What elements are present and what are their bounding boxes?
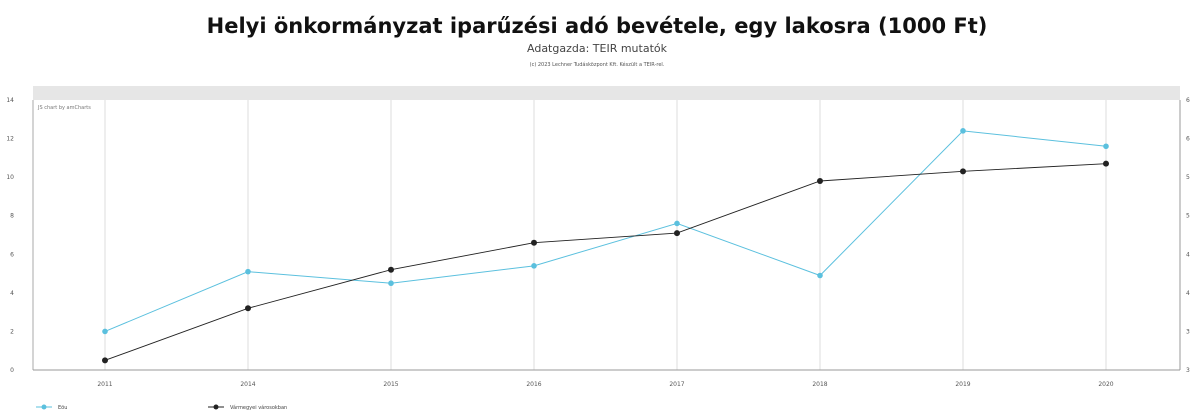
y2-tick-label: 5 [1186, 174, 1190, 181]
x-tick-label: 2017 [669, 381, 684, 388]
y2-tick-label: 6 [1186, 97, 1190, 104]
y-tick-label: 10 [6, 174, 14, 181]
data-point [388, 266, 394, 273]
y-tick-label: 2 [10, 328, 14, 335]
data-point [531, 263, 537, 269]
x-tick-label: 2015 [383, 381, 398, 388]
legend-marker [213, 404, 219, 410]
chart-watermark: JS chart by amCharts [37, 105, 91, 111]
series-1 [102, 128, 1109, 335]
series-2 [102, 160, 1109, 364]
legend-label: Eöu [58, 405, 67, 411]
y-tick-label: 4 [10, 290, 14, 297]
y-tick-label: 14 [6, 97, 14, 104]
data-point [817, 178, 823, 184]
legend-marker [41, 404, 47, 410]
y-tick-labels: 0 2 4 6 8 10 12 14 [6, 97, 14, 374]
data-point [1103, 143, 1109, 150]
data-point [245, 268, 251, 275]
x-tick-label: 2011 [97, 381, 112, 388]
x-tick-label: 2019 [955, 381, 970, 388]
series [102, 128, 1109, 364]
x-tick-label: 2014 [240, 381, 255, 388]
x-tick-label: 2020 [1098, 381, 1113, 388]
data-point [1103, 160, 1109, 167]
y2-tick-label: 3 [1186, 367, 1190, 374]
y2-tick-label: 5 [1186, 213, 1190, 220]
y2-tick-label: 3 [1186, 328, 1190, 335]
chart-subtitle: Adatgazda: TEIR mutatók [527, 42, 667, 55]
chart-header-band [33, 86, 1180, 100]
y-tick-label: 12 [6, 136, 14, 143]
data-point [674, 220, 680, 227]
y-tick-label: 0 [10, 367, 14, 374]
chart-title: Helyi önkormányzat iparűzési adó bevétel… [206, 14, 988, 38]
grid [104, 100, 1107, 370]
chart-credit: (c) 2023 Lechner Tudásközpont Kft. Készü… [529, 62, 665, 68]
data-point [102, 357, 108, 364]
legend-item[interactable]: Vármegyei városokban [208, 404, 287, 411]
data-point [388, 280, 394, 287]
y2-tick-labels: 3 3 4 4 5 5 6 6 [1186, 97, 1190, 374]
legend-label: Vármegyei városokban [230, 404, 287, 411]
x-tick-label: 2016 [526, 381, 541, 388]
y-tick-label: 6 [10, 251, 14, 258]
data-point [674, 230, 680, 237]
legend-item[interactable]: Eöu [36, 404, 67, 412]
x-tick-label: 2018 [812, 381, 827, 388]
y2-tick-label: 6 [1186, 136, 1190, 143]
data-point [817, 272, 823, 279]
legend[interactable]: Eöu Vármegyei városokban [36, 404, 287, 411]
data-point [102, 328, 108, 335]
data-point [245, 305, 251, 312]
y2-tick-label: 4 [1186, 251, 1190, 258]
series-line [104, 130, 1107, 332]
data-point [960, 168, 966, 175]
y2-tick-label: 4 [1186, 290, 1190, 297]
x-tick-labels: 2011 2014 2015 2016 2017 2018 2019 2020 [97, 381, 1113, 388]
y-tick-label: 8 [10, 213, 14, 220]
data-point [960, 128, 966, 134]
data-point [531, 239, 537, 246]
series-line [104, 163, 1107, 361]
